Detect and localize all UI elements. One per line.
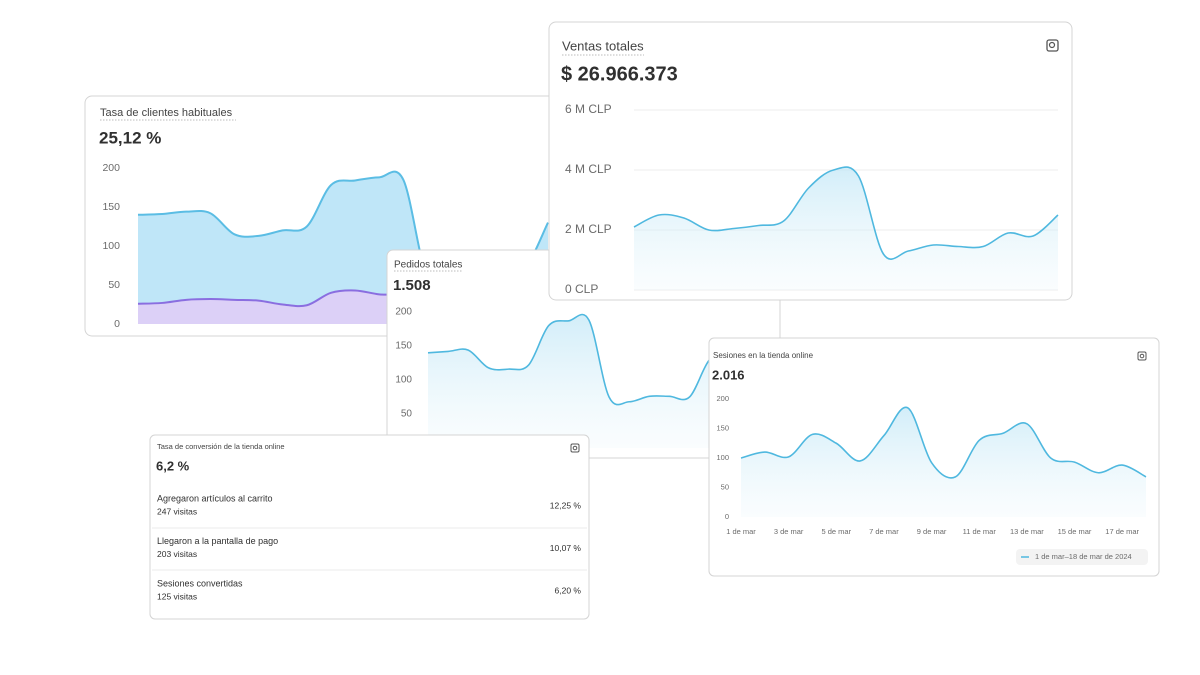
card-title: Tasa de conversión de la tienda online (157, 442, 285, 451)
y-tick-label: 150 (102, 201, 120, 213)
x-tick-label: 15 de mar (1058, 527, 1092, 536)
y-tick-label: 200 (716, 394, 729, 403)
icon[interactable] (1137, 351, 1147, 361)
y-tick-label: 6 M CLP (565, 102, 612, 116)
y-tick-label: 50 (721, 482, 729, 491)
icon-frame (1046, 39, 1059, 52)
row-label: Llegaron a la pantalla de pago (157, 536, 278, 546)
y-tick-label: 200 (102, 162, 120, 174)
icon-lens (572, 445, 578, 451)
x-tick-label: 17 de mar (1105, 527, 1139, 536)
y-tick-label: 100 (102, 240, 120, 252)
row-pct: 10,07 % (550, 543, 582, 553)
x-tick-label: 9 de mar (917, 527, 947, 536)
series-line (633, 166, 1059, 260)
x-tick-label: 11 de mar (963, 527, 997, 536)
legend-label: 1 de mar–18 de mar de 2024 (1035, 552, 1132, 561)
row-sub: 125 visitas (157, 591, 197, 601)
series-area (428, 314, 770, 448)
row-pct: 6,20 % (555, 585, 582, 595)
card-value: 25,12 % (99, 128, 161, 147)
icon-lens (1048, 41, 1056, 49)
row-sub: 247 visitas (157, 506, 197, 516)
icon[interactable] (570, 443, 580, 453)
legend-bg (1016, 549, 1148, 565)
icon[interactable] (1046, 39, 1059, 52)
row-sub: 203 visitas (157, 549, 197, 559)
y-tick-label: 50 (108, 279, 120, 291)
y-tick-label: 0 (725, 512, 729, 521)
card-title: Tasa de clientes habituales (100, 107, 233, 119)
card-value: 1.508 (393, 277, 431, 294)
row-label: Agregaron artículos al carrito (157, 493, 273, 503)
y-tick-label: 4 M CLP (565, 162, 612, 176)
y-tick-label: 100 (395, 375, 412, 386)
card-conversion: Tasa de conversión de la tienda online 6… (149, 434, 590, 620)
card-value: $ 26.966.373 (561, 63, 678, 85)
x-tick-label: 5 de mar (821, 527, 851, 536)
card-bg (149, 434, 590, 620)
y-tick-label: 200 (395, 307, 412, 318)
y-tick-label: 100 (716, 453, 729, 462)
card-title: Sesiones en la tienda online (713, 351, 814, 360)
series-line (740, 406, 1147, 479)
y-tick-label: 150 (395, 341, 412, 352)
row-pct: 12,25 % (550, 500, 582, 510)
icon-lens (1139, 353, 1145, 359)
x-tick-label: 13 de mar (1010, 527, 1044, 536)
card-sesiones: Sesiones en la tienda online 2.016 1 de … (708, 337, 1160, 577)
row-label: Sesiones convertidas (157, 578, 243, 588)
x-tick-label: 1 de mar (726, 527, 756, 536)
card-value: 6,2 % (156, 458, 190, 473)
y-tick-label: 150 (716, 423, 729, 432)
series-area (741, 407, 1146, 517)
y-tick-label: 2 M CLP (565, 222, 612, 236)
series-area (634, 167, 1058, 290)
x-tick-label: 3 de mar (774, 527, 804, 536)
card-title: Pedidos totales (394, 260, 462, 271)
card-title: Ventas totales (562, 38, 644, 53)
y-tick-label: 0 CLP (565, 282, 598, 296)
card-value: 2.016 (712, 367, 745, 382)
y-tick-label: 0 (114, 318, 120, 330)
card-ventas: Ventas totales $ 26.966.373 0 CLP 2 M CLP… (548, 21, 1073, 301)
y-tick-label: 50 (401, 409, 413, 420)
icon-frame (570, 443, 580, 453)
x-tick-label: 7 de mar (869, 527, 899, 536)
icon-frame (1137, 351, 1147, 361)
